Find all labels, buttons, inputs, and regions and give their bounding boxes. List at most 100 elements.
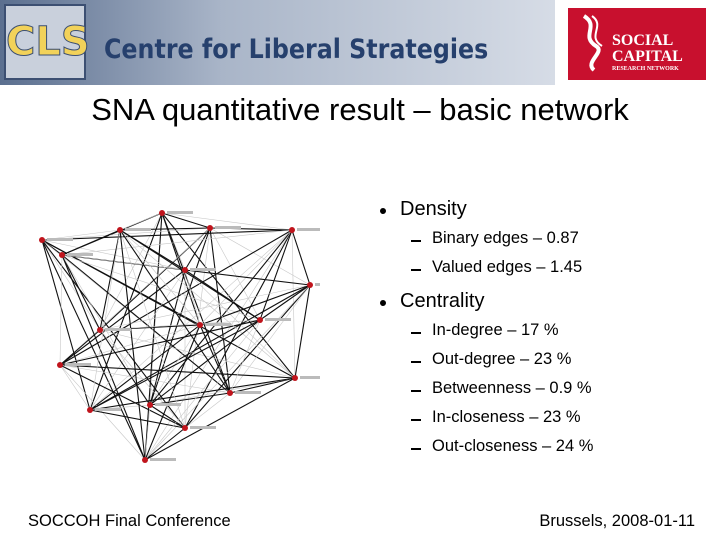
node-label xyxy=(167,211,193,214)
node xyxy=(292,375,298,381)
edge xyxy=(144,324,201,461)
bullet-marker xyxy=(380,300,386,306)
edge xyxy=(119,229,231,394)
sub-bullet-text: In-degree – 17 % xyxy=(432,321,559,339)
sub-bullet-text: In-closeness – 23 % xyxy=(432,408,581,426)
node-label xyxy=(190,268,216,271)
edge xyxy=(61,254,261,321)
edge xyxy=(41,239,146,461)
edge xyxy=(89,269,186,411)
node-label xyxy=(150,458,176,461)
edge xyxy=(119,229,261,321)
node xyxy=(97,327,103,333)
edge xyxy=(184,227,211,271)
edge xyxy=(99,212,163,331)
edge xyxy=(59,254,63,366)
edge xyxy=(144,319,261,461)
node xyxy=(257,317,263,323)
node-label xyxy=(67,253,93,256)
node xyxy=(207,225,213,231)
edge xyxy=(59,329,101,366)
edge xyxy=(229,319,261,394)
edge xyxy=(59,227,211,366)
node-label xyxy=(235,391,261,394)
edge xyxy=(41,239,101,331)
bullet-text: Density xyxy=(400,198,467,220)
node-label xyxy=(47,238,73,241)
sub-bullet-text: Out-closeness – 24 % xyxy=(432,437,594,455)
logo-line: CAPITAL xyxy=(612,48,683,65)
edge xyxy=(59,319,261,366)
logo-icon xyxy=(582,14,603,72)
edge xyxy=(161,212,293,231)
edge xyxy=(291,229,311,286)
node xyxy=(289,227,295,233)
edge xyxy=(149,227,211,406)
node xyxy=(39,237,45,243)
edge xyxy=(119,212,163,231)
edge xyxy=(59,269,186,366)
node-label xyxy=(155,403,181,406)
bullet-text: Centrality xyxy=(400,290,485,312)
edge xyxy=(199,324,231,394)
node-label xyxy=(300,376,320,379)
edge xyxy=(61,229,121,256)
header-banner: CLS Centre for Liberal Strategies xyxy=(0,0,555,85)
node xyxy=(227,390,233,396)
logo-line: SOCIAL xyxy=(612,32,674,49)
edge xyxy=(144,284,311,461)
edge xyxy=(144,377,296,461)
edge xyxy=(59,364,296,379)
edge xyxy=(149,404,186,429)
edge xyxy=(149,377,296,406)
edge xyxy=(59,229,293,366)
edge xyxy=(209,227,231,394)
node-label xyxy=(315,283,320,286)
node xyxy=(197,322,203,328)
edge xyxy=(59,364,231,394)
edge xyxy=(119,229,201,326)
node-label xyxy=(190,426,216,429)
edge xyxy=(41,229,293,241)
node xyxy=(117,227,123,233)
edge xyxy=(89,324,201,411)
node-label xyxy=(297,228,320,231)
edge xyxy=(149,269,186,406)
edge xyxy=(184,229,293,429)
sub-bullet-text: Out-degree – 23 % xyxy=(432,350,572,368)
node xyxy=(87,407,93,413)
network-graph xyxy=(39,210,320,463)
node-label xyxy=(105,328,131,331)
edge xyxy=(259,229,293,321)
edge xyxy=(99,329,151,406)
node-label xyxy=(95,408,121,411)
edge xyxy=(59,364,91,411)
edge xyxy=(89,284,311,411)
logo: CLS xyxy=(4,4,90,80)
edge xyxy=(144,404,151,461)
footer-left: SOCCOH Final Conference xyxy=(28,512,231,530)
edge xyxy=(61,254,231,394)
organization-name: Centre for Liberal Strategies xyxy=(104,34,489,65)
sub-bullet-marker xyxy=(411,240,421,242)
edge xyxy=(259,284,311,321)
node-label xyxy=(65,363,91,366)
node-label xyxy=(205,323,231,326)
sub-bullet-marker xyxy=(411,419,421,421)
node-label xyxy=(125,228,151,231)
edge xyxy=(294,284,311,379)
edge xyxy=(99,329,186,429)
edge xyxy=(229,377,296,394)
edge xyxy=(149,319,261,406)
edge xyxy=(119,229,186,429)
edge xyxy=(119,229,296,379)
edge xyxy=(59,364,186,429)
edge xyxy=(61,254,101,331)
sub-bullet-text: Betweenness – 0.9 % xyxy=(432,379,592,397)
sub-bullet-text: Binary edges – 0.87 xyxy=(432,229,579,247)
edge xyxy=(89,319,261,411)
edge xyxy=(41,239,91,411)
edge xyxy=(199,284,311,326)
edge xyxy=(99,284,311,331)
